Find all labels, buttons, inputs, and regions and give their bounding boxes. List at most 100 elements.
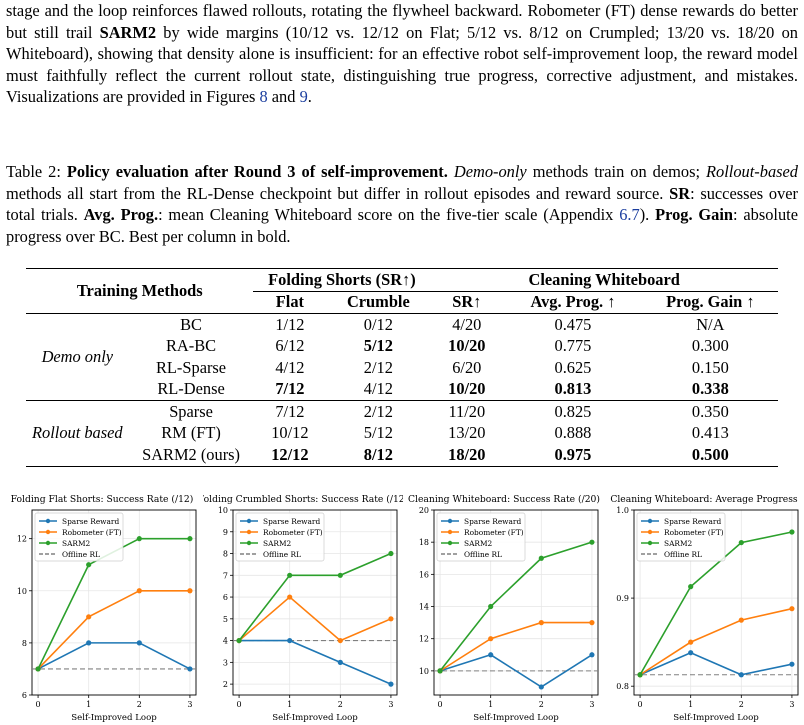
- caption-text: ).: [639, 205, 656, 224]
- table-row: RL-Sparse 4/12 2/12 6/20 0.625 0.150: [26, 357, 778, 379]
- x-tick-label: 3: [388, 700, 393, 709]
- cell-crumble: 5/12: [363, 336, 393, 356]
- header-sr: SR↑: [452, 292, 482, 312]
- plot-frame: [633, 509, 799, 696]
- data-point: [437, 668, 443, 674]
- paragraph-text: and: [267, 87, 300, 106]
- cell-sr: 4/20: [452, 314, 482, 334]
- x-tick-label: 3: [589, 700, 594, 709]
- y-tick-label: 8: [223, 550, 228, 559]
- caption-label: Table 2:: [6, 162, 67, 181]
- group-label: Rollout based: [32, 423, 123, 443]
- cell-sr: 6/20: [452, 357, 482, 377]
- data-point: [287, 572, 293, 578]
- data-point: [86, 640, 92, 646]
- caption-text: : mean Cleaning Whiteboard score on the …: [158, 205, 620, 224]
- data-point: [738, 539, 744, 546]
- figure-9-link[interactable]: 9: [299, 87, 308, 106]
- caption-text: methods train on demos;: [526, 162, 707, 181]
- caption-prog-gain: Prog. Gain: [655, 205, 733, 224]
- data-point: [688, 639, 694, 645]
- paragraph-text: .: [307, 87, 312, 106]
- y-tick-label: 6: [22, 691, 27, 700]
- method-name: BC: [180, 314, 202, 334]
- series-line: [639, 531, 793, 676]
- x-tick-label: 2: [137, 700, 142, 709]
- y-tick-label: 16: [419, 570, 429, 579]
- header-cleaning-whiteboard: Cleaning Whiteboard: [430, 268, 778, 292]
- header-prog-gain: Prog. Gain ↑: [666, 292, 755, 312]
- cell-sr: 13/20: [448, 423, 486, 443]
- legend-label: Robometer (FT): [263, 528, 323, 537]
- series-line: [238, 596, 392, 642]
- series-line: [238, 552, 392, 642]
- data-point: [136, 536, 142, 542]
- cell-avg: 0.975: [554, 444, 592, 464]
- method-name: Sparse: [169, 401, 213, 421]
- data-point: [488, 636, 494, 642]
- chart-title: Cleaning Whiteboard: Success Rate (/20): [408, 494, 600, 505]
- series-line: [639, 651, 793, 676]
- data-point: [589, 539, 595, 545]
- chart-title: Folding Flat Shorts: Success Rate (/12): [11, 494, 194, 505]
- y-tick-label: 12: [17, 535, 27, 544]
- table-row: RA-BC 6/12 5/12 10/20 0.775 0.300: [26, 336, 778, 358]
- plot-frame: [31, 509, 197, 696]
- y-tick-label: 6: [223, 593, 228, 602]
- legend: Sparse Reward Robometer (FT) SARM2 Offline …: [235, 512, 325, 562]
- caption-text: : absolute progress over BC. Best per co…: [6, 205, 798, 246]
- data-point: [738, 672, 744, 678]
- cell-gain: 0.150: [691, 357, 729, 377]
- cell-sr: 11/20: [448, 401, 486, 421]
- appendix-link[interactable]: 6.7: [619, 205, 640, 224]
- y-tick-label: 10: [218, 506, 228, 515]
- data-point: [688, 650, 694, 656]
- caption-text: methods all start from the RL-Dense chec…: [6, 183, 670, 203]
- chart-title: Cleaning Whiteboard: Average Progress: [610, 494, 798, 505]
- data-point: [388, 681, 394, 687]
- cell-gain: 0.300: [691, 336, 729, 356]
- data-point: [789, 529, 795, 535]
- x-axis-label: Self-Improved Loop: [473, 713, 559, 723]
- method-name: SARM2 (ours): [142, 444, 240, 464]
- data-point: [86, 614, 92, 620]
- header-avg-prog: Avg. Prog. ↑: [530, 292, 616, 312]
- cell-flat: 4/12: [275, 357, 305, 377]
- table-row: RL-Dense 7/12 4/12 10/20 0.813 0.338: [26, 379, 778, 401]
- x-tick-label: 3: [789, 700, 794, 709]
- caption-text: : successes over total trials.: [6, 183, 798, 225]
- header-folding-shorts: Folding Shorts (SR↑): [253, 268, 431, 292]
- table-caption: Table 2: Policy evaluation after Round 3…: [6, 161, 798, 247]
- cell-crumble: 4/12: [363, 379, 393, 399]
- data-point: [337, 637, 343, 644]
- series-line: [239, 639, 392, 685]
- data-point: [287, 594, 293, 600]
- data-point: [589, 620, 595, 626]
- cell-flat: 7/12: [275, 379, 305, 399]
- x-axis-label: Self-Improved Loop: [272, 713, 358, 723]
- x-tick-label: 2: [539, 700, 544, 709]
- cell-sr: 10/20: [448, 379, 486, 399]
- cell-flat: 7/12: [275, 401, 305, 421]
- method-name: RL-Dense: [157, 379, 225, 399]
- data-point: [789, 606, 795, 612]
- caption-demo-only: Demo-only: [453, 162, 527, 181]
- series-line: [37, 589, 190, 670]
- table-row: SARM2 (ours) 12/12 8/12 18/20 0.975 0.500: [26, 444, 778, 466]
- method-name: RL-Sparse: [155, 357, 227, 377]
- series-line: [37, 642, 191, 670]
- header-crumble: Crumble: [346, 292, 410, 312]
- legend-label: SARM2: [62, 539, 90, 548]
- data-point: [337, 572, 343, 578]
- charts-row: Folding Flat Shorts: Success Rate (/12) 6…: [0, 488, 804, 725]
- legend-label: Offline RL: [62, 550, 100, 559]
- y-tick-label: 7: [223, 571, 228, 580]
- data-point: [388, 550, 394, 557]
- group-label: Demo only: [41, 347, 114, 366]
- figure-8-link[interactable]: 8: [259, 87, 268, 106]
- plot-frame: [232, 509, 398, 696]
- chart-1: Folding Crumbled Shorts: Success Rate (/…: [203, 494, 403, 723]
- chart-2: Cleaning Whiteboard: Success Rate (/20) 1…: [408, 494, 600, 723]
- method-name: RA-BC: [166, 336, 217, 356]
- cell-flat: 6/12: [275, 336, 305, 356]
